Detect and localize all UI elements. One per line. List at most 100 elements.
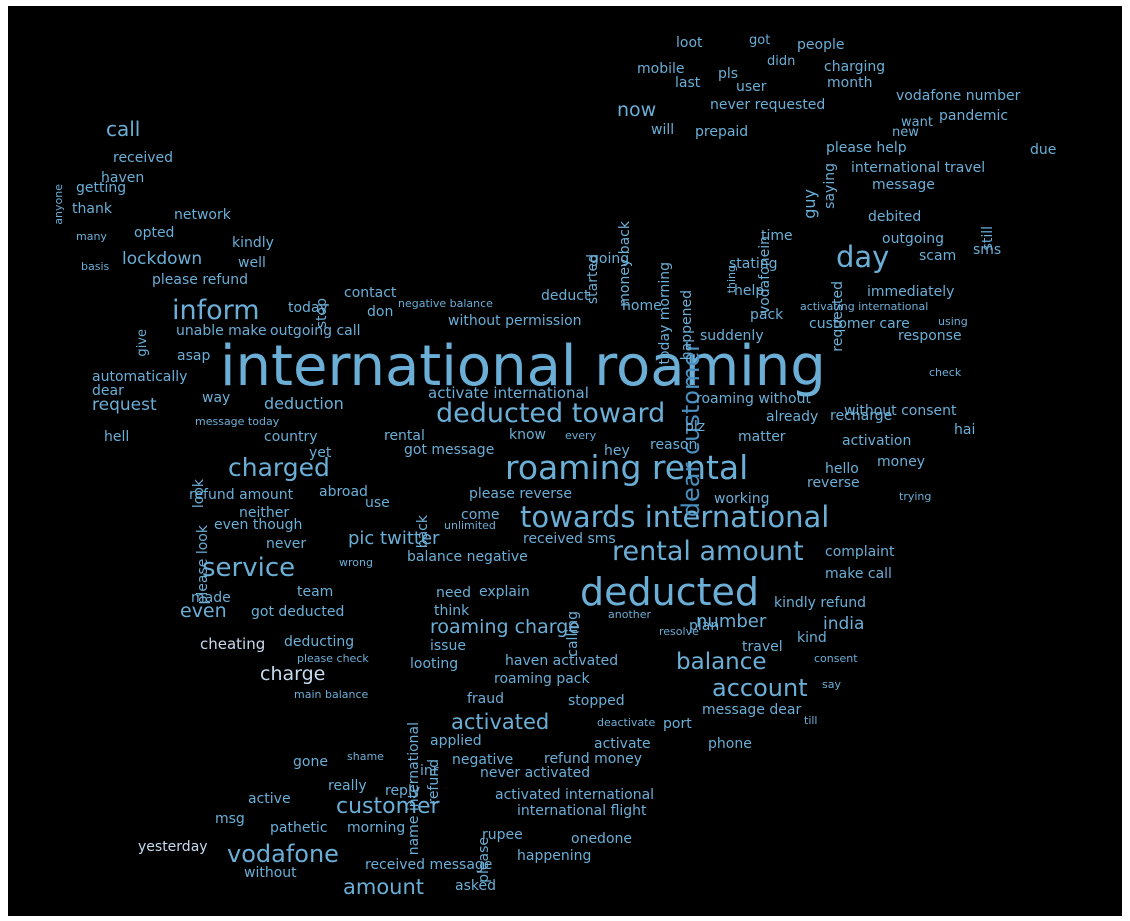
word-money: money <box>877 454 925 470</box>
word-customer: customer <box>336 794 440 819</box>
word-morning: morning <box>347 820 406 836</box>
word-even-though: even though <box>214 517 303 533</box>
word-outgoing: outgoing <box>882 231 945 247</box>
word-call: call <box>106 117 141 141</box>
word-port: port <box>663 716 692 732</box>
word-thank: thank <box>72 201 112 217</box>
word-team: team <box>297 584 334 600</box>
word-loot: loot <box>676 35 703 51</box>
word-well: well <box>238 255 266 271</box>
word-back: back <box>415 515 431 549</box>
word-debited: debited <box>868 209 922 225</box>
word-pandemic: pandemic <box>939 108 1009 124</box>
word-activated-international: activated international <box>495 787 655 803</box>
word-automatically: automatically <box>92 369 188 385</box>
word-come: come <box>461 507 500 523</box>
word-pic-twitter: pic twitter <box>348 528 440 549</box>
word-money-back: money back <box>617 221 633 307</box>
word-got-message: got message <box>404 442 495 458</box>
word-roaming-rental: roaming rental <box>505 448 749 487</box>
word-number: number <box>696 611 767 632</box>
word-deducting: deducting <box>284 634 355 650</box>
word-dear: dear <box>92 383 124 399</box>
word-explain: explain <box>479 584 530 600</box>
word-rental: rental <box>384 428 425 444</box>
word-charge: charge <box>260 663 326 685</box>
word-haven: haven <box>101 170 145 186</box>
word-plan: plan <box>689 618 720 634</box>
word-help: help <box>734 283 765 299</box>
word-activating-international: activating international <box>800 300 929 313</box>
word-use: use <box>365 495 390 511</box>
word-balance-negative: balance negative <box>407 549 528 565</box>
word-recharge: recharge <box>830 408 893 424</box>
word-think: think <box>434 603 470 619</box>
word-trying: trying <box>899 490 932 503</box>
word-mobile: mobile <box>637 61 685 77</box>
word-received: received <box>113 150 174 166</box>
word-deducted-toward: deducted toward <box>436 398 666 429</box>
word-basis: basis <box>81 260 110 273</box>
word-vodafone: vodafone <box>227 840 339 868</box>
word-prepaid: prepaid <box>695 124 749 140</box>
word-guy: guy <box>800 189 819 219</box>
word-today-morning: today morning <box>657 262 673 365</box>
word-hell: hell <box>104 429 130 445</box>
word-activate-international: activate international <box>428 384 589 402</box>
word-today: today <box>288 300 328 316</box>
word-received-message: received message <box>365 857 493 873</box>
word-inr: inr <box>420 763 439 779</box>
word-user: user <box>736 79 767 95</box>
word-issue: issue <box>430 638 466 654</box>
word-travel: travel <box>742 639 783 655</box>
word-even: even <box>180 600 227 622</box>
word-calling: calling <box>565 611 581 657</box>
word-asap: asap <box>177 348 211 364</box>
word-shame: shame <box>347 750 384 763</box>
word-neither: neither <box>239 505 290 521</box>
word-balance: balance <box>676 649 767 675</box>
word-opted: opted <box>134 225 175 241</box>
word-lockdown: lockdown <box>122 249 203 269</box>
word-active: active <box>248 791 291 807</box>
word-pls: pls <box>718 66 739 82</box>
word-another: another <box>608 608 652 621</box>
word-don: don <box>367 304 394 320</box>
word-hey: hey <box>604 443 630 459</box>
word-new: new <box>892 125 919 140</box>
word-plz: plz <box>685 419 706 435</box>
word-without-permission: without permission <box>448 313 582 329</box>
word-pathetic: pathetic <box>270 820 328 836</box>
word-applied: applied <box>430 733 482 749</box>
word-day: day <box>836 240 890 274</box>
word-know: know <box>509 427 546 443</box>
word-charged: charged <box>228 453 330 482</box>
word-vodafone-number: vodafone number <box>896 88 1021 104</box>
word-due: due <box>1030 142 1057 158</box>
word-reply: reply <box>385 783 421 799</box>
word-till: till <box>804 714 818 727</box>
word-roaming-without: roaming without <box>696 391 811 407</box>
word-account: account <box>712 674 808 702</box>
word-unable-make: unable make <box>176 323 267 339</box>
word-without-consent: without consent <box>844 403 957 419</box>
word-need: need <box>436 585 471 601</box>
word-message: message <box>872 177 935 193</box>
word-happening: happening <box>517 848 592 864</box>
word-never: never <box>266 536 307 552</box>
word-going: going <box>590 251 630 267</box>
word-matter: matter <box>738 429 786 445</box>
word-never-activated: never activated <box>480 765 591 781</box>
word-immediately: immediately <box>867 284 955 300</box>
word-happened: happened <box>679 290 695 361</box>
word-scam: scam <box>919 248 957 264</box>
word-towards-international: towards international <box>520 500 830 534</box>
word-many: many <box>76 230 107 243</box>
word-got-deducted: got deducted <box>251 604 345 620</box>
word-contact: contact <box>344 285 397 301</box>
word-asked: asked <box>455 878 496 894</box>
word-gone: gone <box>293 754 328 770</box>
word-want: want <box>901 115 933 130</box>
word-give: give <box>135 329 150 357</box>
word-sms: sms <box>973 242 1002 258</box>
